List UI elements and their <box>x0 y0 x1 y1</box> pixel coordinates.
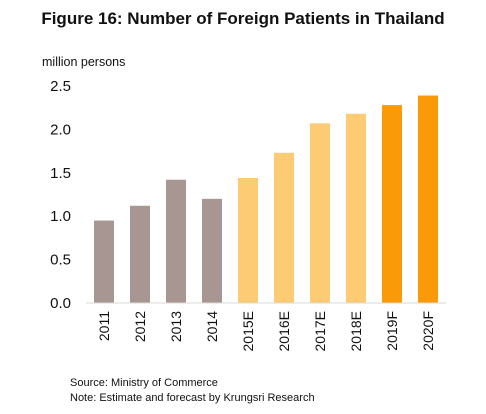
x-tick-label: 2015E <box>240 311 256 351</box>
y-axis-unit-label: million persons <box>42 55 125 69</box>
y-tick-label: 2.0 <box>50 121 71 138</box>
bar-2018E <box>346 113 366 303</box>
bar-2014 <box>202 198 222 303</box>
x-tick-label: 2018E <box>348 311 364 351</box>
bar-2013 <box>166 179 186 303</box>
x-tick-label: 2011 <box>96 311 112 341</box>
bar-2017E <box>310 123 330 303</box>
bar-2012 <box>130 205 150 303</box>
y-tick-label: 1.5 <box>50 165 71 182</box>
y-tick-label: 2.5 <box>50 78 71 95</box>
x-tick-label: 2013 <box>168 311 184 342</box>
x-tick-label: 2012 <box>132 311 148 342</box>
bar-2016E <box>274 152 294 303</box>
bar-series <box>94 95 438 303</box>
x-axis-ticks: 2011 2012 2013 2014 2015E 2016E 2017E 2018E 2019… <box>96 311 436 352</box>
forecast-note: Note: Estimate and forecast by Krungsri … <box>70 392 315 404</box>
x-tick-label: 2020F <box>420 311 436 351</box>
bar-2015E <box>238 178 258 303</box>
bar-2011 <box>94 220 114 303</box>
chart-title: Figure 16: Number of Foreign Patients in… <box>41 9 444 28</box>
y-axis-ticks: 0.0 0.5 1.0 1.5 2.0 2.5 <box>50 78 71 312</box>
x-tick-label: 2016E <box>276 311 292 351</box>
y-tick-label: 1.0 <box>50 208 71 225</box>
x-tick-label: 2017E <box>312 311 328 351</box>
y-tick-label: 0.5 <box>50 252 71 269</box>
bar-2020F <box>418 95 438 303</box>
y-tick-label: 0.0 <box>50 295 71 312</box>
x-tick-label: 2019F <box>384 311 400 351</box>
source-note: Source: Ministry of Commerce <box>70 377 218 389</box>
x-tick-label: 2014 <box>204 311 220 342</box>
bar-2019F <box>382 105 402 303</box>
